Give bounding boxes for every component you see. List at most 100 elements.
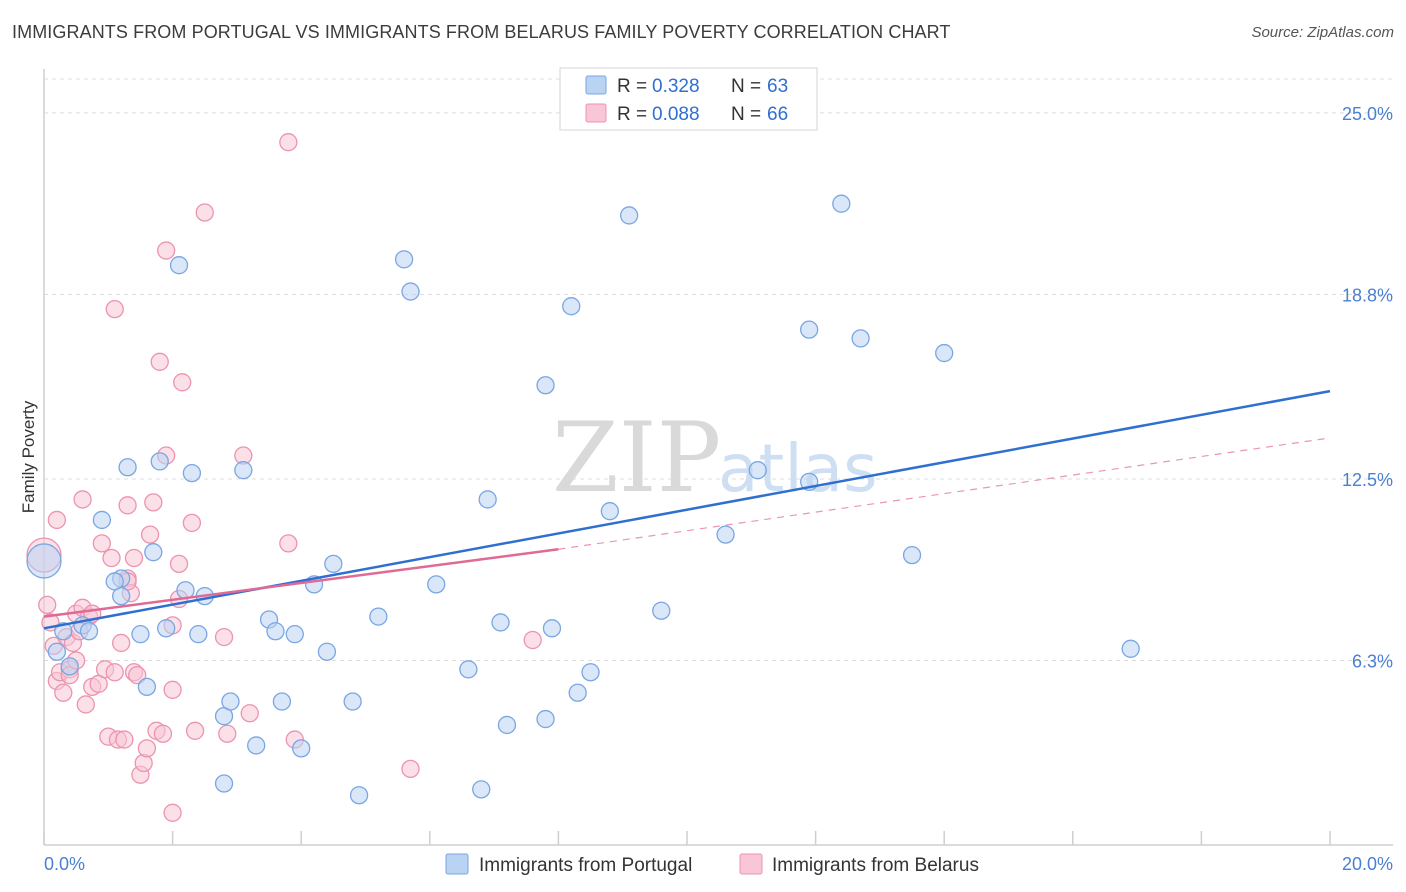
- legend-r-label: R =: [617, 104, 647, 125]
- portugal-point: [542, 619, 562, 638]
- watermark-atlas: atlas: [718, 430, 878, 507]
- belarus-point: [279, 534, 298, 553]
- portugal-point: [182, 463, 202, 483]
- portugal-point: [497, 715, 517, 735]
- correlation-legend: R = 0.328 N = 63 R = 0.088 N = 66: [559, 67, 818, 131]
- belarus-point: [144, 493, 163, 512]
- belarus-point: [137, 739, 157, 758]
- portugal-point: [459, 660, 478, 679]
- belarus-point: [118, 496, 137, 515]
- portugal-point: [26, 543, 62, 579]
- watermark-zip: ZIP: [552, 402, 721, 514]
- belarus-point: [240, 704, 259, 723]
- portugal-point: [214, 774, 234, 793]
- belarus-point: [105, 663, 124, 682]
- y-tick-label: 18.8%: [1342, 285, 1393, 305]
- portugal-point: [60, 657, 79, 676]
- x-tick-label-min: 0.0%: [44, 854, 85, 874]
- belarus-point: [47, 510, 67, 530]
- legend-r-value-portugal: 0.328: [652, 76, 700, 97]
- y-axis-label: Family Poverty: [19, 400, 38, 513]
- portugal-point: [394, 250, 414, 269]
- portugal-point: [401, 282, 420, 301]
- portugal-point: [92, 510, 112, 530]
- portugal-point: [169, 256, 189, 275]
- belarus-point: [38, 595, 57, 615]
- belarus-point: [115, 730, 134, 749]
- belarus-point: [157, 241, 176, 260]
- legend-n-value-portugal: 63: [767, 76, 788, 97]
- belarus-point: [173, 373, 192, 392]
- series-portugal-points: [26, 194, 1140, 805]
- portugal-point: [562, 297, 581, 316]
- bottom-legend-swatch-portugal: [445, 853, 469, 875]
- belarus-point: [195, 203, 214, 222]
- portugal-point: [292, 739, 311, 758]
- portugal-point: [619, 206, 639, 225]
- portugal-point: [1121, 639, 1140, 658]
- portugal-point: [221, 692, 240, 711]
- legend-r-label: R =: [617, 76, 647, 97]
- x-tick-label-max: 20.0%: [1342, 854, 1393, 874]
- legend-n-value-belarus: 66: [767, 104, 788, 125]
- x-ticks: [43, 831, 1331, 845]
- bottom-legend-swatch-belarus: [739, 853, 763, 875]
- portugal-point: [234, 461, 253, 480]
- belarus-point: [163, 803, 182, 822]
- portugal-point: [851, 329, 870, 348]
- portugal-point: [581, 663, 600, 682]
- belarus-point: [401, 759, 420, 779]
- portugal-point: [79, 622, 99, 641]
- belarus-trend-line: [43, 548, 559, 618]
- series-belarus-points: [26, 133, 542, 822]
- bottom-legend-label-portugal: Immigrants from Portugal: [479, 855, 692, 876]
- axes: [43, 69, 1393, 846]
- portugal-point: [118, 458, 137, 477]
- portugal-point: [652, 601, 671, 620]
- portugal-point: [131, 625, 150, 644]
- portugal-point: [272, 692, 292, 711]
- belarus-point: [150, 352, 169, 371]
- belarus-point: [112, 633, 131, 653]
- portugal-point: [902, 545, 922, 565]
- y-tick-label: 6.3%: [1352, 652, 1393, 672]
- belarus-point: [214, 627, 234, 647]
- y-tick-labels: 6.3% 12.5% 18.8% 25.0%: [1342, 104, 1393, 672]
- belarus-point: [279, 133, 298, 152]
- portugal-point: [266, 622, 285, 641]
- portugal-point: [478, 490, 497, 509]
- belarus-point: [92, 534, 112, 553]
- portugal-point: [285, 625, 304, 644]
- belarus-point: [185, 721, 205, 740]
- portugal-point: [324, 554, 343, 574]
- portugal-point: [349, 786, 369, 805]
- portugal-point: [47, 642, 67, 661]
- legend-n-label: N =: [731, 76, 761, 97]
- portugal-point: [150, 452, 169, 471]
- portugal-point: [54, 622, 73, 641]
- bottom-legend-label-belarus: Immigrants from Belarus: [772, 855, 979, 876]
- portugal-point: [600, 502, 619, 521]
- portugal-point: [472, 780, 491, 799]
- chart-title: IMMIGRANTS FROM PORTUGAL VS IMMIGRANTS F…: [12, 22, 951, 42]
- belarus-point: [54, 683, 73, 702]
- belarus-point: [105, 299, 124, 319]
- portugal-point: [137, 677, 157, 697]
- portugal-point: [935, 343, 954, 363]
- portugal-point: [144, 543, 163, 562]
- portugal-point: [189, 625, 208, 644]
- belarus-point: [523, 630, 542, 650]
- portugal-point: [369, 607, 388, 626]
- y-tick-label: 25.0%: [1342, 104, 1393, 124]
- legend-swatch-portugal: [585, 75, 607, 95]
- series-legend: Immigrants from Portugal Immigrants from…: [445, 853, 979, 876]
- grid-lines: [44, 78, 1393, 662]
- portugal-point: [748, 461, 767, 480]
- portugal-point: [157, 619, 176, 638]
- source-credit: Source: ZipAtlas.com: [1251, 24, 1394, 41]
- portugal-point: [568, 683, 587, 702]
- belarus-point: [140, 525, 160, 544]
- legend-r-value-belarus: 0.088: [652, 104, 700, 125]
- belarus-point: [128, 666, 147, 685]
- trend-lines: [43, 389, 1331, 630]
